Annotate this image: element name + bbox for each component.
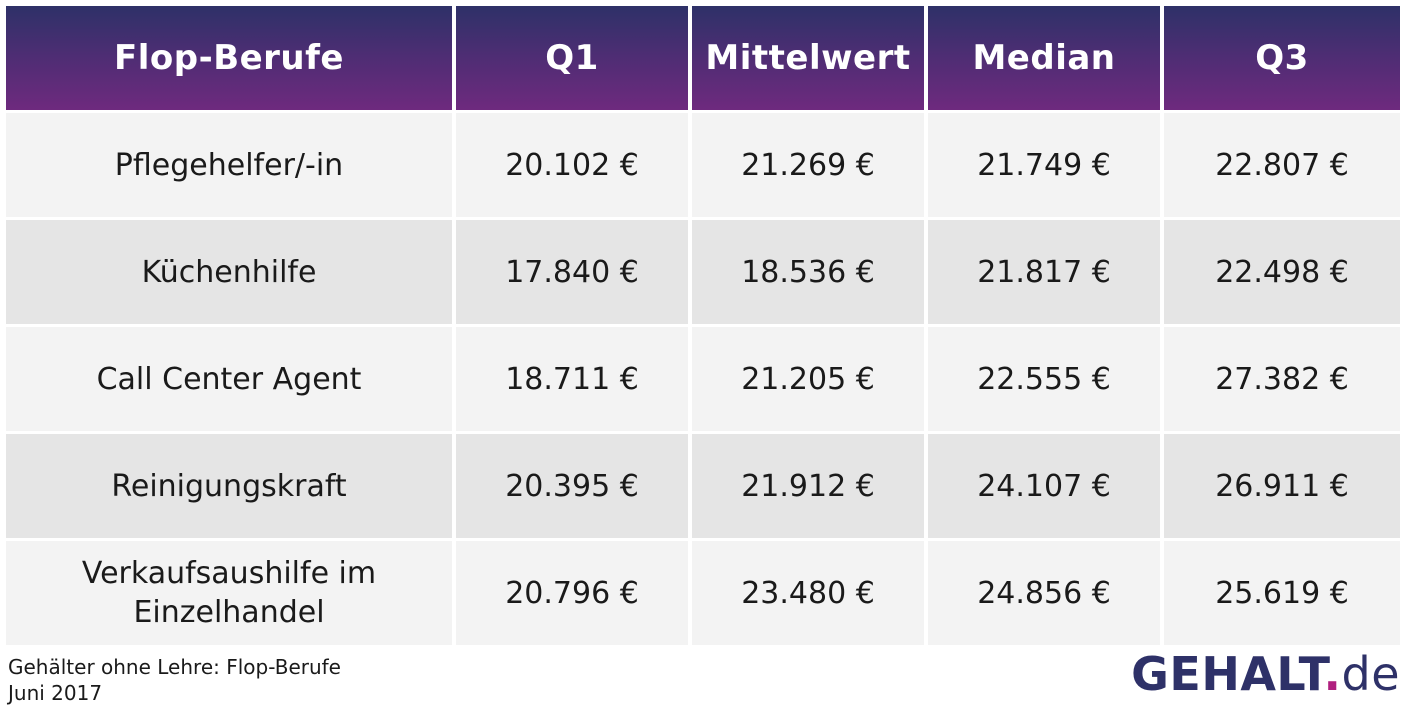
table-cell: 20.796 €: [456, 541, 688, 645]
header-cell: Q3: [1164, 6, 1400, 110]
table-cell: 17.840 €: [456, 220, 688, 324]
logo-name: GEHALT: [1131, 647, 1324, 701]
table-cell: 21.205 €: [692, 327, 924, 431]
table-cell: 24.856 €: [928, 541, 1160, 645]
table-cell-profession: Küchenhilfe: [6, 220, 452, 324]
table-cell: 21.749 €: [928, 113, 1160, 217]
table-cell: 27.382 €: [1164, 327, 1400, 431]
table-cell: 23.480 €: [692, 541, 924, 645]
table-cell: 26.911 €: [1164, 434, 1400, 538]
table-cell: 21.817 €: [928, 220, 1160, 324]
salary-table: Flop-Berufe Q1 Mittelwert Median Q3 Pfle…: [6, 6, 1402, 645]
table-cell: 22.555 €: [928, 327, 1160, 431]
header-cell: Flop-Berufe: [6, 6, 452, 110]
table-cell: 22.807 €: [1164, 113, 1400, 217]
table-cell: 22.498 €: [1164, 220, 1400, 324]
table-cell: 21.912 €: [692, 434, 924, 538]
table-cell-profession: Pflegehelfer/-in: [6, 113, 452, 217]
caption: Gehälter ohne Lehre: Flop-Berufe Juni 20…: [8, 654, 341, 706]
table-cell-profession: Verkaufsaushilfe im Einzelhandel: [6, 541, 452, 645]
gehalt-logo: GEHALT.de: [1131, 648, 1400, 700]
table-cell: 18.536 €: [692, 220, 924, 324]
caption-date: Juni 2017: [8, 681, 103, 705]
table-cell-profession: Reinigungskraft: [6, 434, 452, 538]
table-cell: 20.395 €: [456, 434, 688, 538]
caption-title: Gehälter ohne Lehre: Flop-Berufe: [8, 655, 341, 679]
logo-dot: .: [1323, 647, 1342, 701]
table-cell: 24.107 €: [928, 434, 1160, 538]
header-cell: Q1: [456, 6, 688, 110]
table-cell-profession: Call Center Agent: [6, 327, 452, 431]
table-cell: 21.269 €: [692, 113, 924, 217]
header-cell: Mittelwert: [692, 6, 924, 110]
table-cell: 18.711 €: [456, 327, 688, 431]
table-cell: 20.102 €: [456, 113, 688, 217]
header-cell: Median: [928, 6, 1160, 110]
logo-tld: de: [1341, 647, 1400, 701]
table-cell: 25.619 €: [1164, 541, 1400, 645]
